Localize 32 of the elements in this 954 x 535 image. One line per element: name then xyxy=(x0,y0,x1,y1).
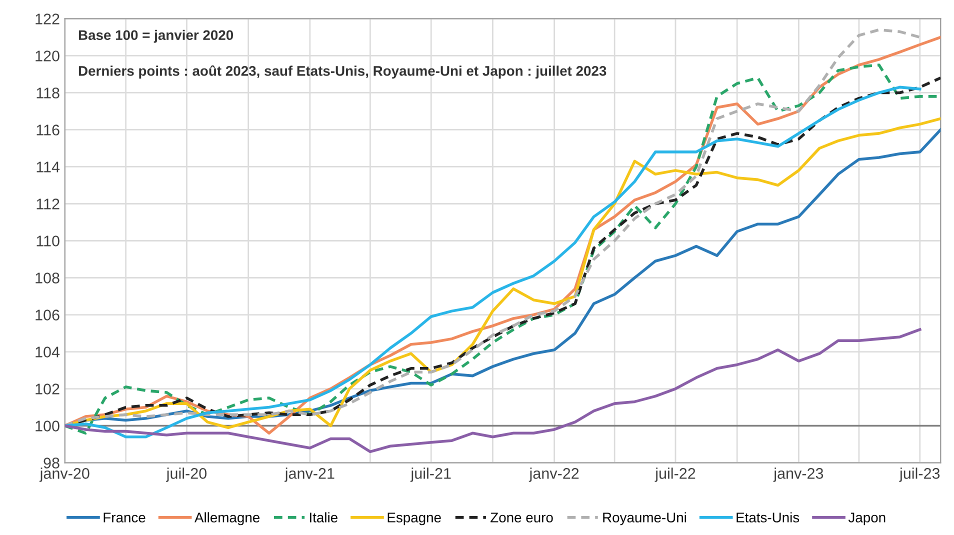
annotation: Derniers points : août 2023, sauf Etats-Unis, Royaume-Uni et Japon : juillet 2023 xyxy=(78,65,606,79)
x-tick-label: juil-20 xyxy=(166,468,207,482)
y-tick-label: 120 xyxy=(36,50,60,62)
y-tick-label: 100 xyxy=(36,420,60,432)
legend-label: Japon xyxy=(848,512,886,526)
annotation: Base 100 = janvier 2020 xyxy=(78,30,234,43)
y-tick-label: 110 xyxy=(36,236,60,246)
y-tick-label: 112 xyxy=(36,198,60,210)
legend-label: France xyxy=(104,512,146,522)
x-tick-label: juil-22 xyxy=(654,468,696,482)
legend-label: Zone euro xyxy=(490,512,553,522)
y-tick-label: 98 xyxy=(44,458,60,468)
y-tick-label: 102 xyxy=(36,384,60,394)
x-tick-label: juil-23 xyxy=(899,468,940,482)
legend-label: Etats-Unis xyxy=(736,512,800,522)
y-tick-label: 118 xyxy=(36,88,60,98)
legend-label: Italie xyxy=(310,512,338,522)
y-tick-label: 104 xyxy=(36,346,60,358)
x-tick-label: janv-20 xyxy=(39,468,90,482)
y-tick-label: 106 xyxy=(36,310,60,320)
y-tick-label: 114 xyxy=(36,162,60,172)
x-tick-label: janv-22 xyxy=(528,468,579,482)
line-series xyxy=(64,328,922,454)
y-tick-label: 116 xyxy=(36,124,60,136)
x-tick-label: janv-23 xyxy=(773,468,824,482)
y-tick-label: 122 xyxy=(36,14,60,24)
x-tick-label: janv-21 xyxy=(284,468,334,482)
y-tick-label: 108 xyxy=(36,272,60,284)
legend-label: Espagne xyxy=(388,512,441,526)
legend-label: Royaume-Uni xyxy=(603,512,686,526)
legend-label: Allemagne xyxy=(194,512,260,526)
x-tick-label: juil-21 xyxy=(410,468,451,482)
